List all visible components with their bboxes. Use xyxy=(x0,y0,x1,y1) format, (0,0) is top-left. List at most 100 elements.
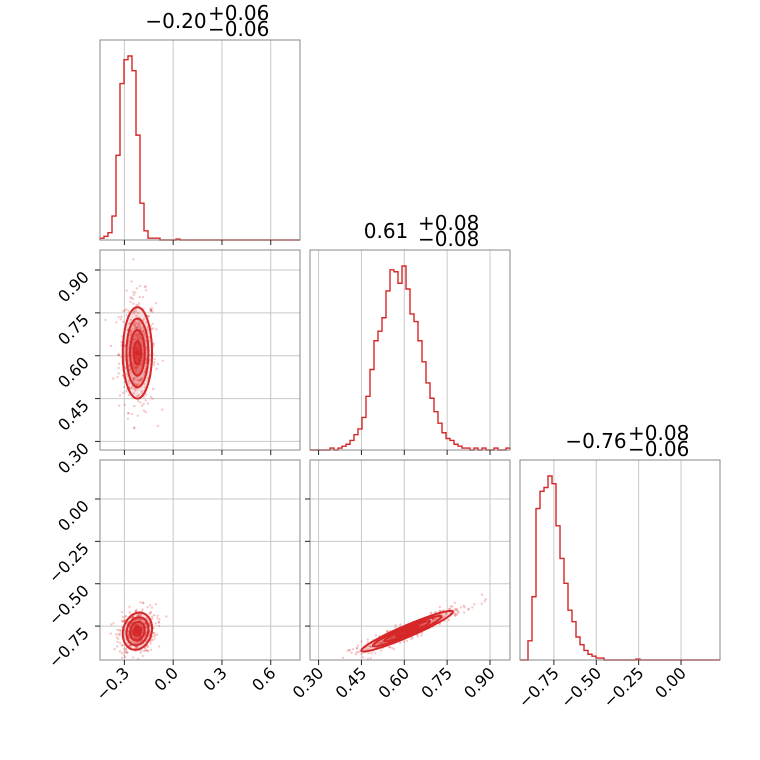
scatter-point xyxy=(144,285,147,288)
scatter-point xyxy=(127,309,130,313)
scatter-point xyxy=(411,636,414,639)
scatter-point xyxy=(355,646,359,649)
y-tick-label: −0.50 xyxy=(45,581,93,629)
panel-title-lower-error: −0.06 xyxy=(208,17,269,41)
scatter-point xyxy=(132,338,135,341)
scatter-point xyxy=(399,641,402,644)
scatter-point xyxy=(129,318,133,322)
scatter-point xyxy=(136,337,140,340)
scatter-point xyxy=(431,618,435,621)
scatter-point xyxy=(135,367,138,371)
scatter-point xyxy=(151,639,154,642)
scatter-point xyxy=(118,404,121,407)
scatter-point xyxy=(471,606,474,609)
scatter-point xyxy=(128,605,131,608)
scatter-point xyxy=(139,379,143,382)
panel-title-upper-error: +0.06 xyxy=(208,1,269,25)
scatter-point xyxy=(152,363,156,366)
scatter-point xyxy=(136,338,139,341)
scatter-point xyxy=(133,426,136,429)
scatter-point xyxy=(150,328,153,331)
scatter-point xyxy=(146,606,149,609)
x-tick-label: 0.30 xyxy=(289,663,328,702)
scatter-point xyxy=(134,610,137,613)
scatter-point xyxy=(369,645,372,648)
scatter-point xyxy=(117,353,120,357)
contour-center xyxy=(134,628,140,634)
scatter-point xyxy=(134,326,138,330)
scatter-point xyxy=(380,641,384,644)
scatter-point xyxy=(399,623,402,626)
scatter-point xyxy=(128,365,131,368)
scatter-point xyxy=(138,295,141,299)
scatter-point xyxy=(142,409,146,412)
scatter-point xyxy=(117,637,120,641)
scatter-point xyxy=(385,629,389,633)
panel-2-2 xyxy=(520,460,720,661)
scatter-point xyxy=(150,307,154,310)
panel-frame xyxy=(99,249,301,451)
x-tick-label: 0.6 xyxy=(248,663,279,694)
x-tick-label: −0.25 xyxy=(599,663,647,711)
scatter-point xyxy=(133,636,137,639)
scatter-point xyxy=(134,366,137,369)
scatter-point xyxy=(135,646,138,649)
scatter-point xyxy=(113,648,116,651)
scatter-point xyxy=(136,618,139,621)
scatter-point xyxy=(130,330,133,333)
scatter-point xyxy=(135,383,138,386)
scatter-point xyxy=(126,651,129,654)
scatter-point xyxy=(132,377,135,380)
scatter-point xyxy=(341,656,345,659)
scatter-point xyxy=(122,620,125,623)
scatter-point xyxy=(104,318,107,322)
scatter-point xyxy=(441,615,445,618)
scatter-point xyxy=(149,611,153,614)
scatter-point xyxy=(467,607,470,611)
scatter-point xyxy=(379,641,382,645)
scatter-point xyxy=(149,309,152,313)
x-tick-label: 0.60 xyxy=(374,663,413,702)
scatter-point xyxy=(369,645,372,648)
scatter-point xyxy=(135,327,139,330)
scatter-point xyxy=(455,613,459,616)
y-tick-label: −0.75 xyxy=(45,623,93,671)
scatter-point xyxy=(126,642,129,645)
scatter-point xyxy=(120,619,124,623)
scatter-point xyxy=(158,624,161,628)
scatter-point xyxy=(364,648,367,651)
scatter-point xyxy=(140,377,143,381)
panel-title-lower-error: −0.06 xyxy=(628,437,689,461)
scatter-point xyxy=(141,404,144,407)
scatter-point xyxy=(467,608,470,611)
scatter-point xyxy=(117,633,120,636)
scatter-point xyxy=(153,614,156,617)
scatter-point xyxy=(142,333,146,337)
scatter-point xyxy=(127,393,130,397)
scatter-point xyxy=(142,330,145,333)
scatter-point xyxy=(134,619,137,622)
scatter-point xyxy=(439,609,442,613)
scatter-point xyxy=(146,645,149,649)
scatter-point xyxy=(148,336,151,339)
scatter-point xyxy=(379,641,382,645)
scatter-point xyxy=(370,652,373,655)
scatter-point xyxy=(140,362,143,366)
scatter-point xyxy=(140,390,144,393)
y-tick-label: −0.25 xyxy=(45,539,93,587)
scatter-point xyxy=(137,304,140,307)
scatter-point xyxy=(136,325,140,328)
scatter-point xyxy=(117,366,120,370)
scatter-point xyxy=(118,634,121,637)
scatter-point xyxy=(355,651,358,654)
scatter-point xyxy=(131,379,135,382)
scatter-point xyxy=(121,656,124,660)
scatter-point xyxy=(153,637,156,640)
scatter-point xyxy=(131,297,135,301)
scatter-point xyxy=(449,605,452,608)
scatter-point xyxy=(133,404,136,408)
scatter-point xyxy=(130,630,134,634)
scatter-point xyxy=(139,601,142,604)
scatter-point xyxy=(144,410,147,414)
